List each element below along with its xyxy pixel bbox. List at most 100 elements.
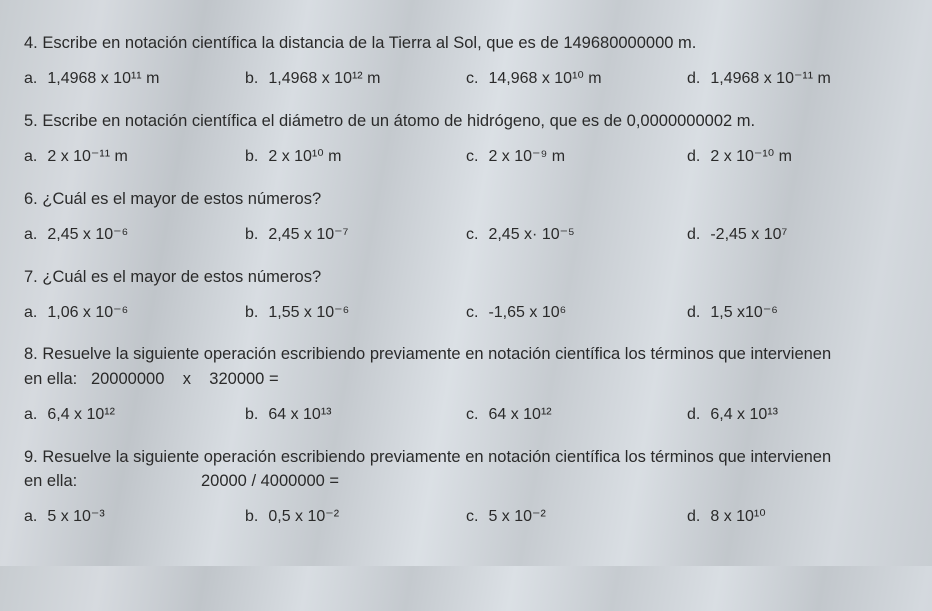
question-5-options: a.2 x 10⁻¹¹ m b.2 x 10¹⁰ m c.2 x 10⁻⁹ m … xyxy=(24,146,908,168)
q6-d-val: -2,45 x 10⁷ xyxy=(710,226,787,243)
q4-option-b: b. 1,4968 x 10¹² m xyxy=(245,68,466,90)
opt-label-d: d. xyxy=(687,226,700,243)
q9-option-a: a. 5 x 10⁻³ xyxy=(24,506,245,528)
opt-label-d: d. xyxy=(687,406,700,423)
opt-label-a: a. xyxy=(24,148,37,165)
question-6: 6. ¿Cuál es el mayor de estos números? a… xyxy=(24,188,908,246)
opt-label-d: d. xyxy=(687,148,700,165)
question-8-text: 8. Resuelve la siguiente operación escri… xyxy=(24,343,908,390)
q9-b-val: 0,5 x 10⁻² xyxy=(268,508,339,525)
question-6-num: 6. xyxy=(24,190,38,208)
question-7-body: ¿Cuál es el mayor de estos números? xyxy=(42,268,321,286)
question-8-num: 8. xyxy=(24,345,38,363)
q8-option-c: c. 64 x 10¹² xyxy=(466,404,687,426)
question-4-text: 4. Escribe en notación científica la dis… xyxy=(24,32,908,54)
q5-option-a: a. 2 x 10⁻¹¹ m xyxy=(24,146,245,168)
q5-d-val: 2 x 10⁻¹⁰ m xyxy=(710,148,792,165)
q9-d-val: 8 x 10¹⁰ xyxy=(710,508,765,525)
q4-a-val: 1,4968 x 10¹¹ m xyxy=(47,70,159,87)
opt-label-d: d. xyxy=(687,304,700,321)
question-9-num: 9. xyxy=(24,448,38,466)
question-5-text: 5. Escribe en notación científica el diá… xyxy=(24,110,908,132)
q8-b-val: 64 x 10¹³ xyxy=(268,406,331,423)
q9-option-d: d. 8 x 10¹⁰ xyxy=(687,506,908,528)
q6-c-val: 2,45 x· 10⁻⁵ xyxy=(488,226,574,243)
q4-b-val: 1,4968 x 10¹² m xyxy=(268,70,380,87)
question-6-options: a. 2,45 x 10⁻⁶ b. 2,45 x 10⁻⁷ c. 2,45 x· 10… xyxy=(24,224,908,246)
question-5-body: Escribe en notación científica el diámet… xyxy=(42,112,755,130)
q6-option-b: b. 2,45 x 10⁻⁷ xyxy=(245,224,466,246)
q4-c-val: 14,968 x 10¹⁰ m xyxy=(488,70,601,87)
question-9-options: a.5 x 10⁻³ b.0,5 x 10⁻² c.5 x 10⁻² d.8 x… xyxy=(24,506,908,528)
question-7-options: a. 1,06 x 10⁻⁶ b. 1,55 x 10⁻⁶ c. -1,65 x 10… xyxy=(24,302,908,324)
q6-a-val: 2,45 x 10⁻⁶ xyxy=(47,226,128,243)
question-8-options: a. 6,4 x 10¹² b. 64 x 10¹³ c. 64 x 10¹² d.6… xyxy=(24,404,908,426)
q4-option-d: d.1,4968 x 10⁻¹¹ m xyxy=(687,68,908,90)
opt-label-b: b. xyxy=(245,508,258,525)
q9-c-val: 5 x 10⁻² xyxy=(488,508,545,525)
q6-option-a: a. 2,45 x 10⁻⁶ xyxy=(24,224,245,246)
q7-option-a: a. 1,06 x 10⁻⁶ xyxy=(24,302,245,324)
q4-option-c: c. 14,968 x 10¹⁰ m xyxy=(466,68,687,90)
q7-option-c: c. -1,65 x 10⁶ xyxy=(466,302,687,324)
opt-label-b: b. xyxy=(245,304,258,321)
opt-label-b: b. xyxy=(245,70,258,87)
q9-a-val: 5 x 10⁻³ xyxy=(47,508,104,525)
question-9-body: Resuelve la siguiente operación escribie… xyxy=(42,448,831,466)
question-9: 9. Resuelve la siguiente operación escri… xyxy=(24,446,908,528)
q8-option-a: a. 6,4 x 10¹² xyxy=(24,404,245,426)
question-8-body2: en ella: 20000000 x 320000 = xyxy=(24,368,908,390)
q6-option-d: d. -2,45 x 10⁷ xyxy=(687,224,908,246)
q5-a-val: 2 x 10⁻¹¹ m xyxy=(47,148,127,165)
question-5-num: 5. xyxy=(24,112,38,130)
question-9-body2: en ella: 20000 / 4000000 = xyxy=(24,470,908,492)
question-4-body: Escribe en notación científica la distan… xyxy=(42,34,696,52)
opt-label-b: b. xyxy=(245,148,258,165)
q8-a-val: 6,4 x 10¹² xyxy=(47,406,115,423)
q7-option-d: d. 1,5 x10⁻⁶ xyxy=(687,302,908,324)
q4-option-a: a. 1,4968 x 10¹¹ m xyxy=(24,68,245,90)
q9-option-b: b. 0,5 x 10⁻² xyxy=(245,506,466,528)
question-6-body: ¿Cuál es el mayor de estos números? xyxy=(42,190,321,208)
opt-label-a: a. xyxy=(24,406,37,423)
opt-label-b: b. xyxy=(245,226,258,243)
q5-c-val: 2 x 10⁻⁹ m xyxy=(488,148,565,165)
q7-c-val: -1,65 x 10⁶ xyxy=(488,304,566,321)
q7-a-val: 1,06 x 10⁻⁶ xyxy=(47,304,128,321)
question-5: 5. Escribe en notación científica el diá… xyxy=(24,110,908,168)
q6-option-c: c. 2,45 x· 10⁻⁵ xyxy=(466,224,687,246)
opt-label-d: d. xyxy=(687,508,700,525)
opt-label-a: a. xyxy=(24,226,37,243)
opt-label-c: c. xyxy=(466,304,478,321)
opt-label-c: c. xyxy=(466,226,478,243)
question-4: 4. Escribe en notación científica la dis… xyxy=(24,32,908,90)
question-8-body: Resuelve la siguiente operación escribie… xyxy=(42,345,831,363)
q6-b-val: 2,45 x 10⁻⁷ xyxy=(268,226,348,243)
q7-d-val: 1,5 x10⁻⁶ xyxy=(710,304,778,321)
q5-option-d: d. 2 x 10⁻¹⁰ m xyxy=(687,146,908,168)
q8-option-b: b. 64 x 10¹³ xyxy=(245,404,466,426)
q7-b-val: 1,55 x 10⁻⁶ xyxy=(268,304,349,321)
question-4-options: a. 1,4968 x 10¹¹ m b. 1,4968 x 10¹² m c. 14… xyxy=(24,68,908,90)
q7-option-b: b. 1,55 x 10⁻⁶ xyxy=(245,302,466,324)
question-7-num: 7. xyxy=(24,268,38,286)
opt-label-c: c. xyxy=(466,148,478,165)
opt-label-a: a. xyxy=(24,304,37,321)
question-6-text: 6. ¿Cuál es el mayor de estos números? xyxy=(24,188,908,210)
question-8: 8. Resuelve la siguiente operación escri… xyxy=(24,343,908,425)
opt-label-d: d. xyxy=(687,70,700,87)
opt-label-a: a. xyxy=(24,70,37,87)
opt-label-b: b. xyxy=(245,406,258,423)
q5-option-c: c. 2 x 10⁻⁹ m xyxy=(466,146,687,168)
question-7: 7. ¿Cuál es el mayor de estos números? a… xyxy=(24,266,908,324)
q5-option-b: b. 2 x 10¹⁰ m xyxy=(245,146,466,168)
q8-option-d: d.6,4 x 10¹³ xyxy=(687,404,908,426)
question-4-num: 4. xyxy=(24,34,38,52)
question-7-text: 7. ¿Cuál es el mayor de estos números? xyxy=(24,266,908,288)
opt-label-a: a. xyxy=(24,508,37,525)
opt-label-c: c. xyxy=(466,406,478,423)
q8-c-val: 64 x 10¹² xyxy=(488,406,551,423)
q5-b-val: 2 x 10¹⁰ m xyxy=(268,148,341,165)
opt-label-c: c. xyxy=(466,70,478,87)
question-9-text: 9. Resuelve la siguiente operación escri… xyxy=(24,446,908,493)
